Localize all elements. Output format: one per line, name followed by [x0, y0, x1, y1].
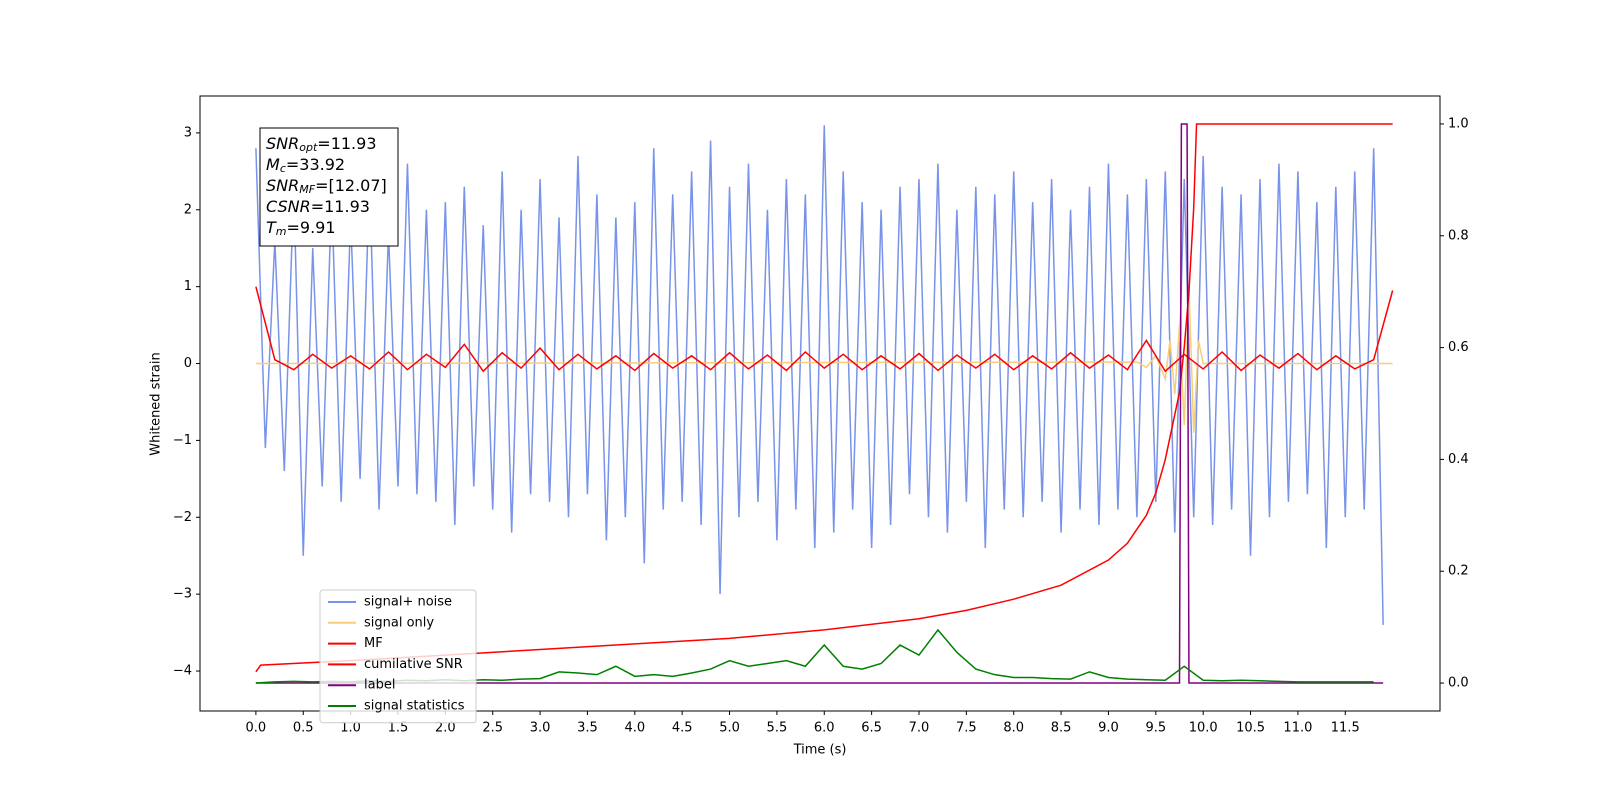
x-tick-label: 9.0: [1098, 721, 1119, 736]
annotation-sub: opt: [299, 141, 318, 154]
series-line: [255, 125, 1384, 625]
y-tick-label: 3: [184, 125, 192, 140]
annotation-sub: c: [280, 162, 286, 175]
y-tick-label: 1: [184, 279, 192, 294]
series-line: [255, 123, 1384, 684]
y2-tick-label: 0.6: [1448, 340, 1469, 355]
legend-label: label: [364, 678, 395, 693]
annotation-name: SNR: [266, 176, 299, 195]
x-tick-label: 10.5: [1236, 721, 1265, 736]
annotation-line: SNRMF=[12.07]: [266, 176, 387, 197]
legend-label: cumilative SNR: [364, 657, 463, 672]
x-tick-label: 1.5: [388, 721, 409, 736]
x-tick-label: 7.0: [909, 721, 930, 736]
x-tick-label: 2.0: [435, 721, 456, 736]
x-tick-label: 5.0: [719, 721, 740, 736]
y-tick-label: −4: [173, 664, 192, 679]
legend-label: MF: [364, 636, 383, 651]
y2-tick-label: 0.8: [1448, 228, 1469, 243]
x-tick-label: 11.0: [1283, 721, 1312, 736]
x-tick-label: 2.5: [482, 721, 503, 736]
annotation-text: =11.93: [311, 197, 370, 216]
series-line: [255, 286, 1394, 373]
annotation-line: CSNR=11.93: [266, 197, 370, 216]
x-tick-label: 6.0: [814, 721, 835, 736]
y-tick-label: 0: [184, 356, 192, 371]
x-tick-label: 6.5: [861, 721, 882, 736]
annotation-line: SNRopt=11.93: [266, 134, 377, 155]
annotation-text: =9.91: [287, 218, 336, 237]
y-tick-label: −3: [173, 587, 192, 602]
x-tick-label: 3.0: [530, 721, 551, 736]
annotation-line: Tm=9.91: [266, 218, 336, 239]
annotation-name: M: [266, 155, 280, 174]
series-line: [255, 123, 1393, 673]
x-tick-label: 9.5: [1145, 721, 1166, 736]
x-tick-label: 0.0: [246, 721, 267, 736]
plot-frame: [199, 95, 1441, 712]
x-tick-label: 11.5: [1331, 721, 1360, 736]
annotation-sub: m: [276, 225, 287, 238]
series-line: [255, 286, 1393, 433]
annotation-text: =11.93: [317, 134, 376, 153]
x-tick-label: 7.5: [956, 721, 977, 736]
annotation-line: Mc=33.92: [266, 155, 345, 176]
legend-label: signal statistics: [364, 699, 465, 714]
y2-tick-label: 0.2: [1448, 564, 1469, 579]
x-tick-label: 3.5: [577, 721, 598, 736]
legend-box: [319, 589, 477, 724]
annotation-box: [259, 127, 399, 247]
annotation-text: =[12.07]: [315, 176, 387, 195]
x-tick-label: 10.0: [1189, 721, 1218, 736]
x-tick-label: 8.0: [1003, 721, 1024, 736]
annotation-sub: MF: [299, 183, 315, 196]
annotation-name: CSNR: [266, 197, 311, 216]
x-tick-label: 4.0: [624, 721, 645, 736]
y-tick-label: 2: [184, 202, 192, 217]
x-axis-label: Time (s): [793, 743, 847, 758]
x-tick-label: 0.5: [293, 721, 314, 736]
x-tick-label: 4.5: [672, 721, 693, 736]
x-tick-label: 5.5: [767, 721, 788, 736]
y-tick-label: −1: [173, 433, 192, 448]
x-tick-label: 1.0: [340, 721, 361, 736]
y2-tick-label: 0.0: [1448, 676, 1469, 691]
legend-label: signal+ noise: [364, 595, 452, 610]
annotation-text: =33.92: [286, 155, 345, 174]
y-axis-label: Whitened strain: [149, 352, 164, 455]
x-tick-label: 8.5: [1051, 721, 1072, 736]
y2-tick-label: 1.0: [1448, 116, 1469, 131]
y2-tick-label: 0.4: [1448, 452, 1469, 467]
annotation-name: SNR: [266, 134, 299, 153]
legend-label: signal only: [364, 615, 434, 630]
annotation-name: T: [266, 218, 277, 237]
y-tick-label: −2: [173, 510, 192, 525]
